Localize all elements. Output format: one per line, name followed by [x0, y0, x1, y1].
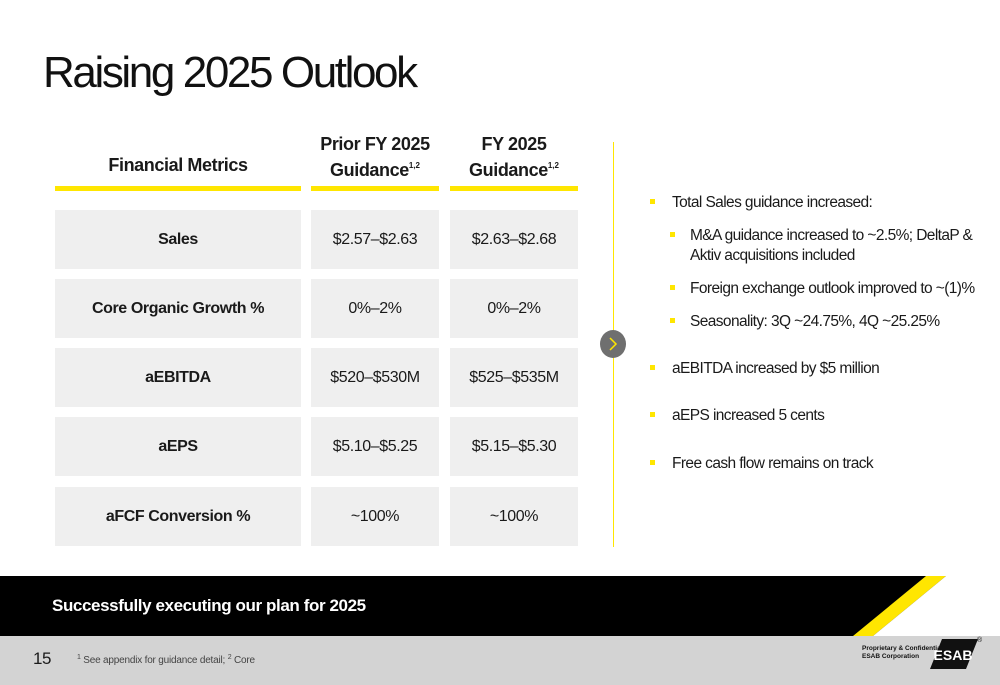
bullet-text: Free cash flow remains on track — [672, 455, 874, 472]
footer-message: Successfully executing our plan for 2025 — [52, 596, 366, 615]
bullet-marker — [670, 232, 675, 237]
metric-cell: aEBITDA — [55, 348, 301, 407]
registered-mark: ® — [977, 637, 983, 644]
fy-cell: $2.63–$2.68 — [450, 210, 578, 269]
next-arrow-button[interactable] — [600, 330, 626, 358]
footnote-text: See appendix for guidance detail; — [80, 655, 228, 666]
fy-cell: $525–$535M — [450, 348, 578, 407]
sub-bullet-item: M&A guidance increased to ~2.5%; DeltaP … — [670, 226, 973, 266]
footer-banner — [0, 576, 1000, 636]
proprietary-notice: Proprietary & Confidential ESAB Corporat… — [862, 645, 943, 661]
footnote: 1 See appendix for guidance detail; 2 Co… — [77, 654, 255, 666]
metric-cell: aFCF Conversion % — [55, 487, 301, 546]
page-number: 15 — [33, 649, 52, 668]
prior-cell: 0%–2% — [311, 279, 439, 338]
metric-cell: Sales — [55, 210, 301, 269]
footnote-text: Core — [231, 655, 255, 666]
page-title: Raising 2025 Outlook — [43, 48, 418, 97]
header-fy-footnote: 1,2 — [547, 161, 559, 170]
chevron-right-icon — [609, 337, 618, 351]
sub-bullet-item: Seasonality: 3Q ~24.75%, 4Q ~25.25% — [670, 312, 940, 332]
bullet-marker — [650, 412, 655, 417]
header-underline-prior — [311, 186, 439, 191]
header-prior-footnote: 1,2 — [408, 161, 420, 170]
header-underline-fy — [450, 186, 578, 191]
bullet-item: aEBITDA increased by $5 million — [650, 359, 880, 379]
prior-cell: ~100% — [311, 487, 439, 546]
header-underline-metrics — [55, 186, 301, 191]
fy-cell: 0%–2% — [450, 279, 578, 338]
metric-cell: Core Organic Growth % — [55, 279, 301, 338]
bullet-marker — [670, 318, 675, 323]
bullet-text: aEBITDA increased by $5 million — [672, 360, 880, 377]
sub-bullet-item: Foreign exchange outlook improved to ~(1… — [670, 279, 975, 299]
prior-cell: $520–$530M — [311, 348, 439, 407]
esab-logo: ESAB — [930, 639, 978, 669]
proprietary-line: Proprietary & Confidential — [862, 645, 943, 652]
header-prior-line2: Guidance — [330, 160, 409, 180]
bullet-text: aEPS increased 5 cents — [672, 407, 825, 424]
header-fy-line2: Guidance — [469, 160, 548, 180]
fy-cell: ~100% — [450, 487, 578, 546]
bullet-item: aEPS increased 5 cents — [650, 406, 825, 426]
header-financial-metrics: Financial Metrics — [55, 154, 301, 176]
header-fy-guidance: FY 2025 Guidance1,2 — [450, 133, 578, 181]
logo-text: ESAB — [934, 647, 973, 663]
fy-cell: $5.15–$5.30 — [450, 417, 578, 476]
footer-bar — [0, 636, 1000, 685]
bullet-marker — [650, 460, 655, 465]
bullet-text-continued: Aktiv acquisitions included — [690, 247, 855, 264]
footer-diagonal-stripe — [853, 576, 1000, 636]
bullet-item: Total Sales guidance increased: — [650, 193, 873, 213]
prior-cell: $2.57–$2.63 — [311, 210, 439, 269]
bullet-marker — [670, 285, 675, 290]
bullet-item: Free cash flow remains on track — [650, 454, 874, 474]
bullet-text: Seasonality: 3Q ~24.75%, 4Q ~25.25% — [690, 313, 940, 330]
footnote-marker: 1 — [77, 654, 81, 661]
bullet-text: Foreign exchange outlook improved to ~(1… — [690, 280, 975, 297]
prior-cell: $5.10–$5.25 — [311, 417, 439, 476]
footnote-marker: 2 — [227, 654, 232, 661]
company-line: ESAB Corporation — [862, 653, 920, 660]
metric-cell: aEPS — [55, 417, 301, 476]
header-prior-guidance: Prior FY 2025 Guidance1,2 — [311, 133, 439, 181]
header-prior-line1: Prior FY 2025 — [320, 134, 430, 154]
bullet-text: M&A guidance increased to ~2.5%; DeltaP … — [690, 227, 973, 244]
bullet-marker — [650, 365, 655, 370]
header-financial-metrics-label: Financial Metrics — [108, 155, 248, 175]
header-fy-line1: FY 2025 — [481, 134, 547, 154]
bullet-marker — [650, 199, 655, 204]
bullet-text: Total Sales guidance increased: — [672, 194, 873, 211]
